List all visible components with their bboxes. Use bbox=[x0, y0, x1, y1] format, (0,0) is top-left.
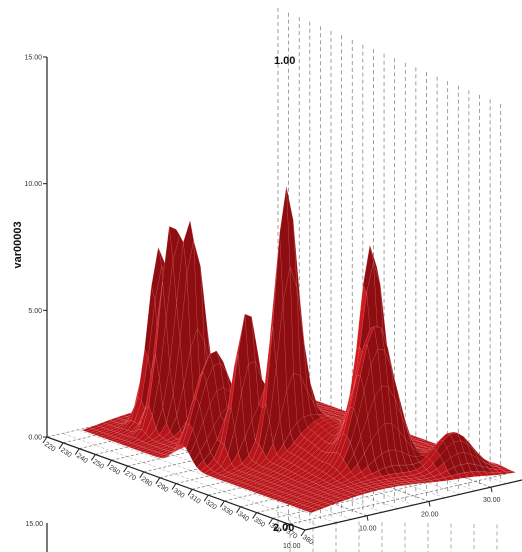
panel-label-bottom: 2.00 bbox=[273, 522, 294, 534]
x-tick-mark bbox=[107, 459, 112, 467]
x-tick-label: 300 bbox=[172, 487, 186, 499]
x-tick-label: 310 bbox=[188, 493, 202, 505]
floor-gridline-minor bbox=[77, 429, 337, 524]
x-tick-label: 320 bbox=[204, 499, 218, 511]
surface-cell bbox=[307, 508, 319, 513]
z-tick-lower-panel: 15.00 bbox=[25, 521, 43, 528]
x-tick-mark bbox=[300, 529, 306, 537]
floor-gridline-minor bbox=[62, 433, 321, 527]
x-tick-mark bbox=[284, 523, 290, 531]
x-tick-label: 270 bbox=[123, 470, 137, 482]
x-tick-label: 250 bbox=[91, 458, 105, 470]
z-tick-label: 0.00 bbox=[28, 435, 42, 442]
x-tick-label: 290 bbox=[156, 482, 170, 494]
x-tick-mark bbox=[139, 471, 145, 479]
x-tick-label: 340 bbox=[236, 511, 250, 523]
x-tick-mark bbox=[219, 500, 225, 508]
depth-tick-label: 20.00 bbox=[421, 511, 439, 518]
x-tick-mark bbox=[58, 442, 64, 450]
z-tick-labels: 0.00 5.00 10.00 15.00 bbox=[24, 55, 47, 442]
z-tick-label: 10.00 bbox=[24, 181, 42, 188]
x-tick-mark bbox=[42, 436, 48, 444]
x-tick-label: 230 bbox=[59, 447, 73, 459]
x-tick-mark bbox=[171, 483, 177, 490]
depth-axis-line bbox=[304, 479, 522, 531]
depth-tick-label: 10.00 bbox=[359, 526, 377, 533]
x-tick-label: 350 bbox=[252, 516, 266, 528]
depth-tick-mark bbox=[490, 487, 493, 493]
x-tick-mark bbox=[74, 448, 80, 455]
depth-tick-labels: 10.00 20.00 30.00 bbox=[359, 487, 501, 533]
x-tick-label: 330 bbox=[220, 505, 234, 517]
y-axis-title: var00003 bbox=[12, 221, 24, 268]
x-tick-mark bbox=[90, 454, 96, 461]
depth-tick-label: 30.00 bbox=[483, 497, 501, 504]
x-tick-mark bbox=[268, 518, 274, 525]
x-tick-label: 280 bbox=[140, 476, 154, 488]
z-tick-label: 5.00 bbox=[28, 308, 42, 315]
depth-tick-mark bbox=[428, 501, 431, 507]
surface-mesh bbox=[81, 186, 517, 513]
x-tick-label: 380 bbox=[301, 534, 315, 546]
x-tick-label: 260 bbox=[107, 464, 121, 476]
x-tick-mark bbox=[236, 506, 241, 514]
x-tick-mark bbox=[123, 465, 129, 473]
x-tick-label: 240 bbox=[75, 453, 89, 465]
z-tick-label: 15.00 bbox=[24, 55, 42, 62]
panel-label-top: 1.00 bbox=[274, 55, 295, 67]
x-tick-mark bbox=[203, 494, 209, 502]
x-tick-mark bbox=[252, 512, 258, 519]
x-tick-label: 220 bbox=[43, 441, 57, 453]
x-tick-mark bbox=[155, 477, 161, 484]
x-tick-mark bbox=[187, 489, 193, 496]
depth-tick-mark bbox=[366, 515, 369, 521]
depth-tick-lower-panel: 10.00 bbox=[283, 543, 301, 550]
